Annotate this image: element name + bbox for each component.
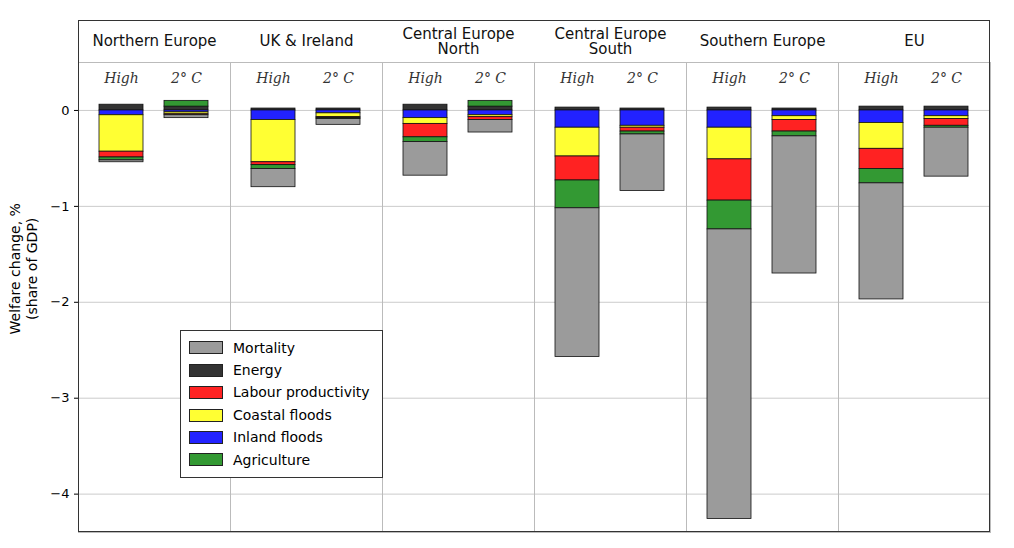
svg-text:Central EuropeSouth: Central EuropeSouth [554, 25, 666, 58]
svg-text:High: High [255, 70, 291, 86]
html-text:Welfare change, % (share of GD: Welfare change, % (share of GDP) [7, 203, 40, 335]
svg-text:2° C: 2° C [930, 70, 962, 86]
svg-text:2° C: 2° C [322, 70, 354, 86]
svg-text:UK & Ireland: UK & Ireland [260, 32, 354, 50]
svg-text:High: High [103, 70, 139, 86]
svg-text:High: High [559, 70, 595, 86]
svg-text:High: High [407, 70, 443, 86]
html-text:Energy: Energy [233, 362, 282, 378]
svg-text:−4: −4 [50, 486, 69, 501]
svg-text:Northern Europe: Northern Europe [92, 32, 216, 50]
html-text:Coastal floods: Coastal floods [233, 406, 332, 423]
html-text:Inland floods: Inland floods [233, 429, 323, 446]
svg-text:−3: −3 [50, 390, 69, 405]
svg-text:−1: −1 [50, 199, 69, 214]
svg-text:2° C: 2° C [778, 70, 810, 86]
svg-text:Central EuropeNorth: Central EuropeNorth [402, 25, 514, 58]
svg-text:Southern Europe: Southern Europe [700, 32, 826, 50]
svg-text:EU: EU [904, 32, 924, 50]
html-text:Mortality: Mortality [233, 339, 295, 356]
svg-text:High: High [863, 70, 899, 86]
svg-text:−2: −2 [50, 294, 69, 309]
svg-text:2° C: 2° C [474, 70, 506, 86]
svg-text:High: High [711, 70, 747, 86]
svg-text:2° C: 2° C [626, 70, 658, 86]
html-text:Agriculture: Agriculture [233, 451, 310, 468]
svg-text:2° C: 2° C [170, 70, 202, 86]
html-text:Labour productivity: Labour productivity [233, 384, 370, 401]
svg-text:0: 0 [61, 103, 69, 118]
